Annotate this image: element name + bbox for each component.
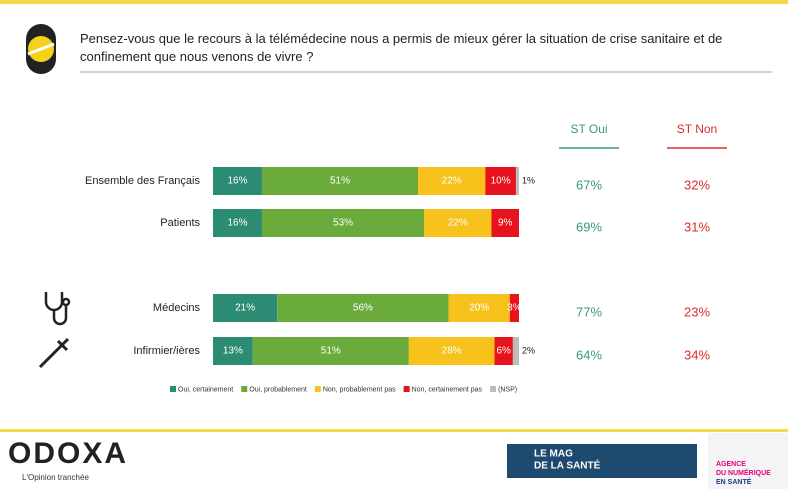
- legend-label: Oui, certainement: [178, 386, 233, 393]
- summary-header: ST Non: [677, 122, 717, 136]
- bar-segment: [515, 167, 519, 195]
- bar-segment: [213, 294, 278, 322]
- value-label: 20%: [469, 303, 489, 314]
- summary-value: 64%: [576, 347, 602, 362]
- summary-value: 23%: [684, 304, 710, 319]
- summary-value: 31%: [684, 219, 710, 234]
- bar-segment: [213, 209, 262, 237]
- value-label: 51%: [330, 176, 350, 187]
- value-label: 6%: [496, 346, 511, 357]
- summary-value: 32%: [684, 177, 710, 192]
- bar-segment: [448, 294, 510, 322]
- value-label: 22%: [448, 218, 468, 229]
- bar-segment: [252, 337, 409, 365]
- bar-segment: [213, 167, 262, 195]
- bar-segment: [512, 337, 519, 365]
- value-label: 1%: [522, 175, 535, 185]
- value-label: 9%: [498, 218, 513, 229]
- brand: ODOXA: [8, 437, 128, 470]
- bar-segment: [408, 337, 495, 365]
- summary-value: 67%: [576, 177, 602, 192]
- value-label: 16%: [227, 176, 247, 187]
- bar-segment: [261, 167, 419, 195]
- syringe-icon: [38, 337, 70, 369]
- value-label: 10%: [491, 176, 511, 187]
- summary-value: 34%: [684, 347, 710, 362]
- legend-label: Non, probablement pas: [323, 386, 396, 393]
- category-label: Infirmier/ières: [133, 345, 200, 357]
- category-label: Ensemble des Français: [85, 175, 200, 187]
- value-label: 22%: [442, 176, 462, 187]
- logo-icon: [26, 24, 56, 74]
- value-label: 56%: [353, 303, 373, 314]
- value-label: 16%: [227, 218, 247, 229]
- value-label: 53%: [333, 218, 353, 229]
- value-label: 13%: [223, 346, 243, 357]
- legend-swatch: [170, 386, 176, 392]
- bar-segment: [485, 167, 516, 195]
- legend-label: (NSP): [498, 386, 517, 393]
- legend-swatch: [314, 386, 321, 392]
- legend-swatch: [490, 386, 497, 392]
- legend-swatch: [403, 386, 410, 392]
- agency-text: EN SANTÉ: [716, 477, 752, 486]
- bar-segment: [509, 294, 519, 322]
- value-label: 3%: [507, 303, 522, 314]
- bar-segment: [277, 294, 449, 322]
- value-label: 21%: [235, 303, 255, 314]
- bar-segment: [213, 337, 253, 365]
- stethoscope-icon: [44, 292, 71, 326]
- summary-value: 77%: [576, 304, 602, 319]
- mag-text: LE MAG: [534, 449, 573, 460]
- top-rule: [0, 0, 788, 4]
- legend-label: Oui, probablement: [249, 386, 307, 393]
- legend-swatch: [241, 386, 248, 392]
- category-label: Patients: [160, 217, 200, 229]
- value-label: 51%: [321, 346, 341, 357]
- value-label: 28%: [442, 346, 462, 357]
- tagline: L'Opinion tranchée: [22, 473, 89, 482]
- bar-segment: [494, 337, 513, 365]
- summary-value: 69%: [576, 219, 602, 234]
- summary-header: ST Oui: [570, 122, 607, 136]
- mag-text: DE LA SANTÉ: [534, 459, 601, 472]
- value-label: 2%: [522, 345, 535, 355]
- agency-box: [708, 433, 788, 489]
- mag-banner: [507, 444, 697, 478]
- legend-label: Non, certainement pas: [412, 386, 483, 393]
- question: Pensez-vous que le recours à la téléméde…: [80, 31, 723, 64]
- bar-segment: [418, 167, 486, 195]
- category-label: Médecins: [153, 302, 201, 314]
- agency-text: AGENCE: [716, 461, 746, 468]
- bar-segment: [491, 209, 519, 237]
- bar-segment: [424, 209, 492, 237]
- agency-text: DU NUMÉRIQUE: [716, 468, 771, 477]
- footer-rule: [0, 429, 788, 432]
- bar-segment: [261, 209, 425, 237]
